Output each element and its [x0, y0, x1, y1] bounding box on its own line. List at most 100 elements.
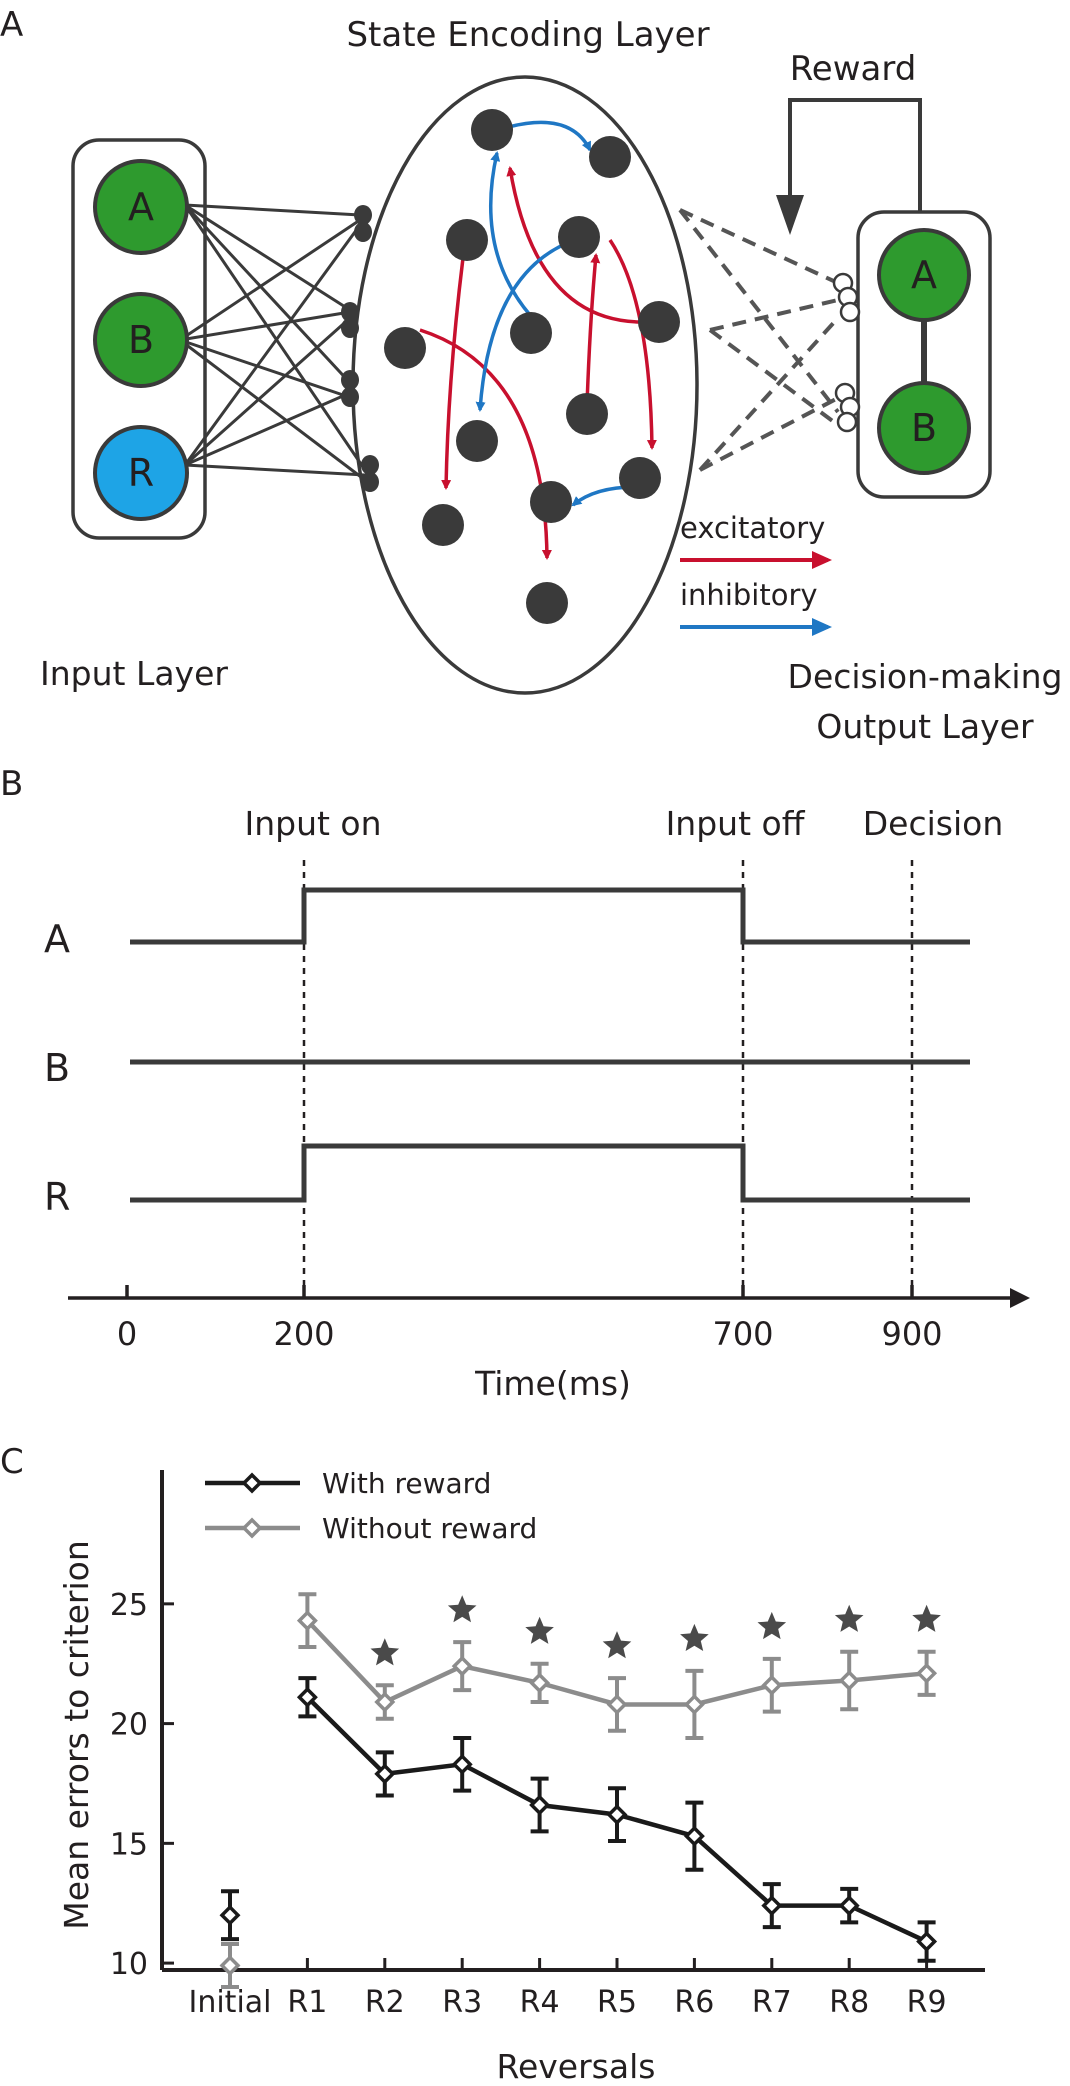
data-point: [606, 1804, 628, 1826]
y-tick-label: 15: [110, 1827, 148, 1862]
svg-text:excitatory: excitatory: [680, 511, 825, 545]
x-axis-label: Reversals: [497, 2047, 656, 2086]
x-tick-label: R4: [520, 1985, 560, 2020]
data-point: [296, 1610, 318, 1632]
state-layer-ellipse: [351, 75, 699, 695]
state-layer-title: State Encoding Layer: [346, 15, 709, 55]
x-tick-label: R8: [829, 1985, 869, 2020]
significance-star: [525, 1616, 554, 1644]
row-label-b: B: [44, 1046, 70, 1090]
legend-marker-with-reward: [241, 1472, 263, 1494]
significance-star: [834, 1604, 864, 1632]
x-tick-label: R7: [752, 1985, 792, 2020]
output-synapses: [832, 272, 861, 433]
legend-inhibitory: inhibitory: [680, 578, 832, 636]
output-layer-box: [856, 210, 992, 499]
panel-c-label: C: [0, 1442, 24, 1482]
annotation-input-off: Input off: [666, 804, 806, 843]
data-point: [683, 1825, 705, 1847]
data-point: [606, 1693, 628, 1715]
significance-star: [602, 1631, 632, 1659]
input-node-a: A: [93, 159, 189, 255]
row-label-a: A: [44, 917, 70, 961]
y-tick-label: 20: [110, 1708, 148, 1743]
x-tick-label: R2: [365, 1985, 405, 2020]
svg-text:B: B: [128, 318, 154, 362]
signal-r: [130, 1143, 970, 1203]
x-tick-label: R9: [907, 1985, 947, 2020]
data-point: [219, 1955, 241, 1976]
y-axis-label: Mean errors to criterion: [57, 1540, 96, 1930]
legend-label-without-reward: Without reward: [322, 1512, 537, 1545]
panel-c: C 10 15 20 25 Initial R1 R2 R3 R4 R5 R6 R7 R8 R9 Rever…: [0, 1442, 985, 2086]
errors-chart: 10 15 20 25 Initial R1 R2 R3 R4 R5 R6 R7 R8 R9 Reversa…: [57, 1467, 985, 2086]
reward-label: Reward: [790, 49, 917, 89]
y-tick-label: 25: [110, 1588, 148, 1623]
significance-star: [912, 1604, 941, 1632]
x-tick-label: R5: [597, 1985, 637, 2020]
panel-a: A State Encoding Layer Reward: [0, 5, 1062, 746]
data-point: [838, 1895, 860, 1917]
data-point: [916, 1662, 938, 1684]
output-layer-label-line1: Decision-making: [788, 657, 1063, 696]
event-markers: [302, 860, 914, 1300]
data-point: [219, 1904, 241, 1926]
panel-b-label: B: [0, 764, 23, 804]
panel-a-label: A: [0, 5, 23, 45]
legend-marker-without-reward: [241, 1517, 263, 1539]
data-point: [916, 1931, 938, 1953]
inhibitory-arrows: [475, 120, 636, 507]
data-point: [296, 1686, 318, 1708]
svg-text:A: A: [128, 185, 154, 229]
x-tick-label: R1: [287, 1985, 327, 2020]
data-point: [529, 1672, 551, 1694]
signal-a: [130, 887, 970, 945]
svg-text:inhibitory: inhibitory: [680, 578, 818, 612]
data-point: [761, 1674, 783, 1696]
data-point: [529, 1794, 551, 1816]
annotation-decision: Decision: [863, 804, 1004, 843]
data-point: [374, 1763, 396, 1785]
y-tick-label: 10: [110, 1947, 148, 1982]
input-node-b: B: [93, 292, 189, 388]
time-tick-700: 700: [712, 1315, 773, 1353]
time-axis-label: Time(ms): [474, 1364, 631, 1403]
state-neurons: [384, 109, 680, 624]
data-point: [838, 1670, 860, 1691]
row-label-r: R: [44, 1175, 70, 1219]
data-point: [451, 1753, 473, 1775]
input-layer-label: Input Layer: [40, 654, 228, 693]
legend-label-with-reward: With reward: [322, 1467, 491, 1500]
reward-loop: [776, 98, 922, 235]
data-point: [761, 1895, 783, 1917]
significance-star: [680, 1623, 709, 1651]
significance-star: [447, 1595, 477, 1623]
panel-b: B Input on Input off Decision A B R: [0, 764, 1030, 1403]
time-tick-0: 0: [117, 1315, 137, 1353]
data-point: [374, 1691, 396, 1713]
x-tick-label: R6: [674, 1985, 714, 2020]
output-node-a: A: [877, 228, 971, 322]
svg-text:B: B: [911, 406, 937, 450]
x-tick-label: Initial: [188, 1985, 271, 2020]
time-axis: 0 200 700 900 Time(ms): [68, 1285, 1030, 1403]
x-tick-label: R3: [442, 1985, 482, 2020]
data-point: [683, 1693, 705, 1715]
significance-star: [757, 1611, 787, 1640]
svg-text:R: R: [128, 451, 154, 495]
annotation-input-on: Input on: [244, 804, 381, 843]
legend-excitatory: excitatory: [680, 511, 832, 569]
output-node-b: B: [877, 381, 971, 475]
input-connections: [179, 203, 367, 482]
time-tick-900: 900: [881, 1315, 942, 1353]
input-synapses: [341, 205, 379, 492]
svg-text:A: A: [911, 253, 937, 297]
output-connections: [678, 208, 840, 472]
input-node-r: R: [93, 425, 189, 521]
data-point: [451, 1655, 473, 1677]
time-tick-200: 200: [273, 1315, 334, 1353]
significance-star: [370, 1638, 400, 1666]
input-layer-box: [71, 138, 207, 540]
